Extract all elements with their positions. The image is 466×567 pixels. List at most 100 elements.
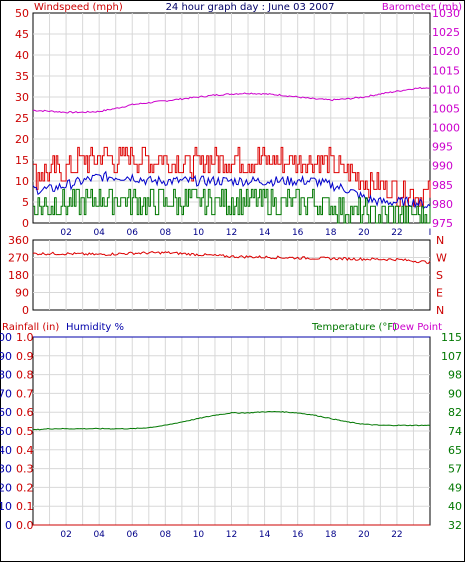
direction-compass-label: N xyxy=(436,234,444,247)
series-line-wind-average xyxy=(32,170,431,210)
humidity-tick-label: 20 xyxy=(0,481,12,494)
x-tick-label: 06 xyxy=(127,228,139,238)
barometer-tick-label: 1015 xyxy=(432,64,460,77)
humidity-tick-label: 30 xyxy=(0,463,12,476)
windspeed-tick-label: 10 xyxy=(15,175,29,188)
direction-degree-label: 0 xyxy=(22,304,29,317)
temperature-tick-label: 65 xyxy=(448,444,462,457)
rainfall-tick-label: 0.7 xyxy=(16,387,34,400)
windspeed-tick-label: 5 xyxy=(22,196,29,209)
x-tick-label: 02 xyxy=(60,530,71,540)
rain-humidity-ticks: 0.0 0.1 0.2 0.3 0.4 0.5 0.6 0.7 0.8 0.9 1.0 0 10 20 30… xyxy=(0,331,34,532)
temperature-tick-label: 98 xyxy=(448,369,462,382)
windspeed-tick-label: 50 xyxy=(15,7,29,20)
x-tick-label: 08 xyxy=(160,228,172,238)
direction-compass-label: E xyxy=(436,287,443,300)
windspeed-axis-label: Windspeed (mph) xyxy=(34,2,123,13)
windspeed-tick-label: 35 xyxy=(15,70,29,83)
climate-panel-series xyxy=(32,336,431,526)
x-tick-label: 10 xyxy=(193,530,205,540)
temperature-tick-label: 57 xyxy=(448,463,462,476)
direction-degree-label: 270 xyxy=(8,252,29,265)
barometer-tick-label: 1000 xyxy=(432,122,460,135)
barometer-tick-label: 975 xyxy=(432,217,453,230)
rainfall-axis-label: Rainfall (in) xyxy=(2,322,59,333)
windspeed-tick-label: 20 xyxy=(15,133,29,146)
x-tick-label: 08 xyxy=(160,530,172,540)
humidity-tick-label: 50 xyxy=(0,425,12,438)
x-tick-label: 20 xyxy=(358,530,370,540)
barometer-axis-ticks: 975 980 985 990 995 1000 1005 1010 1015 1020 1025 1… xyxy=(432,7,460,230)
barometer-tick-label: 1020 xyxy=(432,45,460,58)
humidity-axis-label: Humidity % xyxy=(66,322,124,333)
rainfall-tick-label: 0.5 xyxy=(16,425,34,438)
barometer-tick-label: 985 xyxy=(432,179,453,192)
temperature-ticks: 32 40 49 57 65 74 82 90 98 107 115 xyxy=(441,331,462,532)
x-tick-label: 10 xyxy=(193,228,205,238)
rainfall-tick-label: 1.0 xyxy=(16,331,34,344)
climate-panel-grid xyxy=(33,337,430,525)
humidity-tick-label: 100 xyxy=(0,331,12,344)
barometer-tick-label: 1030 xyxy=(432,7,460,20)
direction-degree-label: 360 xyxy=(8,234,29,247)
windspeed-tick-label: 25 xyxy=(15,112,29,125)
temperature-tick-label: 32 xyxy=(448,519,462,532)
x-tick-label: 20 xyxy=(358,228,370,238)
series-line-wind-lull xyxy=(33,188,431,224)
barometer-tick-label: 990 xyxy=(432,160,453,173)
x-tick-label: 14 xyxy=(259,530,271,540)
direction-panel-series xyxy=(32,251,431,265)
humidity-tick-label: 70 xyxy=(0,387,12,400)
direction-panel-grid xyxy=(33,240,430,310)
x-tick-label: 06 xyxy=(127,530,139,540)
wind-panel-x-ticks: 02 04 06 08 10 12 14 16 18 20 22 I xyxy=(60,228,431,238)
humidity-tick-label: 90 xyxy=(0,350,12,363)
x-tick-label: 18 xyxy=(325,530,337,540)
direction-compass-label: W xyxy=(436,252,447,265)
x-tick-label: 16 xyxy=(292,228,304,238)
direction-compass-label: S xyxy=(436,269,443,282)
temperature-tick-label: 90 xyxy=(448,387,462,400)
temperature-tick-label: 49 xyxy=(448,481,462,494)
rainfall-tick-label: 0.2 xyxy=(16,481,34,494)
windspeed-tick-label: 45 xyxy=(15,28,29,41)
x-tick-label: 18 xyxy=(325,228,337,238)
x-tick-label: 12 xyxy=(226,228,237,238)
windspeed-tick-label: 40 xyxy=(15,49,29,62)
x-tick-label: 22 xyxy=(391,530,402,540)
windspeed-tick-label: 0 xyxy=(22,217,29,230)
series-line-temperature xyxy=(32,410,431,431)
x-tick-label: 04 xyxy=(93,530,105,540)
barometer-tick-label: 1010 xyxy=(432,83,460,96)
series-line-barometer xyxy=(32,86,431,114)
barometer-tick-label: 995 xyxy=(432,141,453,154)
x-tick-label: 02 xyxy=(60,228,71,238)
rainfall-tick-label: 0.8 xyxy=(16,369,34,382)
chart-title: 24 hour graph day : June 03 2007 xyxy=(166,2,335,13)
temperature-tick-label: 115 xyxy=(441,331,462,344)
x-tick-label: 22 xyxy=(391,228,402,238)
temperature-tick-label: 82 xyxy=(448,406,462,419)
humidity-tick-label: 10 xyxy=(0,500,12,513)
rainfall-tick-label: 0.0 xyxy=(16,519,34,532)
x-tick-label: I xyxy=(429,228,432,238)
direction-degree-label: 90 xyxy=(15,287,29,300)
rainfall-tick-label: 0.3 xyxy=(16,463,34,476)
climate-panel-x-ticks: 02 04 06 08 10 12 14 16 18 20 22 xyxy=(60,530,402,540)
rainfall-tick-label: 0.6 xyxy=(16,406,34,419)
direction-compass-label: N xyxy=(436,304,444,317)
wind-panel-series xyxy=(32,86,431,224)
humidity-tick-label: 0 xyxy=(5,519,12,532)
barometer-tick-label: 980 xyxy=(432,198,453,211)
rainfall-tick-label: 0.4 xyxy=(16,444,34,457)
x-tick-label: 04 xyxy=(93,228,105,238)
series-line-wind-gust xyxy=(33,146,431,207)
temperature-tick-label: 107 xyxy=(441,350,462,363)
temperature-tick-label: 74 xyxy=(448,425,462,438)
humidity-tick-label: 80 xyxy=(0,369,12,382)
barometer-tick-label: 1005 xyxy=(432,102,460,115)
